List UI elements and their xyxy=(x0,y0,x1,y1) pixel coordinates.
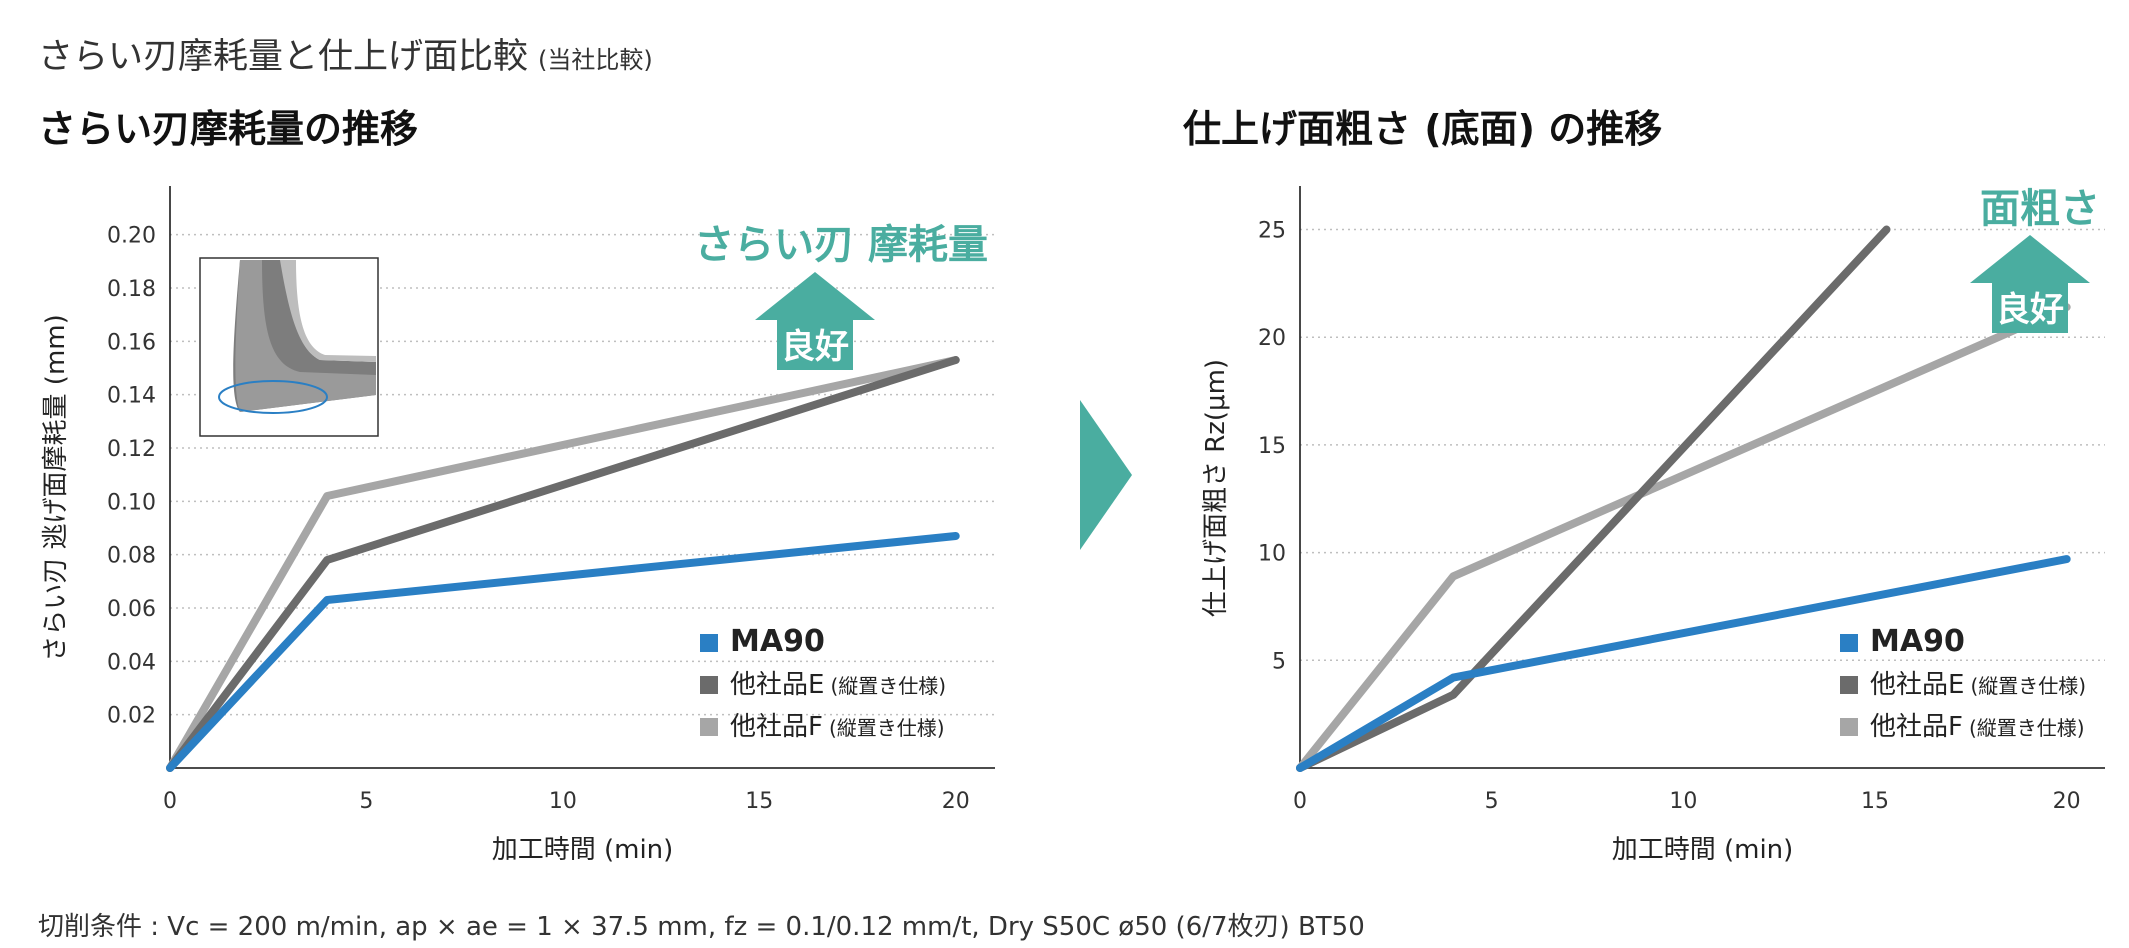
y-axis-label: 仕上げ面粗さ Rz(μm) xyxy=(1201,359,1231,617)
x-tick-label: 10 xyxy=(549,789,577,814)
x-tick-label: 15 xyxy=(745,789,773,814)
y-tick-label: 15 xyxy=(1258,434,1286,459)
legend-label: 他社品E (縦置き仕様) xyxy=(1870,670,2086,700)
wear-area-highlight xyxy=(218,380,328,414)
tool-wear-photo xyxy=(199,257,379,437)
legend-label: MA90 xyxy=(1870,624,1965,659)
y-tick-label: 25 xyxy=(1258,219,1286,244)
y-tick-label: 5 xyxy=(1272,649,1286,674)
annotation-label: 面粗さ xyxy=(1980,186,2100,232)
improvement-arrow-icon xyxy=(1970,235,2090,333)
y-tick-label: 10 xyxy=(1258,542,1286,567)
x-tick-label: 5 xyxy=(359,789,373,814)
legend-label: MA90 xyxy=(730,624,825,659)
y-axis-label: さらい刃 逃げ面摩耗量 (mm) xyxy=(41,314,71,661)
improvement-arrow-icon xyxy=(755,272,875,370)
y-tick-label: 0.12 xyxy=(107,437,156,462)
series-line-ma90 xyxy=(166,532,960,772)
x-axis-label: 加工時間 (min) xyxy=(492,835,674,865)
x-tick-label: 10 xyxy=(1669,789,1697,814)
page-title: さらい刃摩耗量と仕上げ面比較 (当社比較) xyxy=(38,28,653,79)
series-line-company-e xyxy=(1296,225,1891,772)
x-axis-label: 加工時間 (min) xyxy=(1612,835,1794,865)
x-tick-label: 20 xyxy=(2053,789,2081,814)
arrow-label: 良好 xyxy=(1996,290,2064,330)
page-subtitle: (当社比較) xyxy=(538,46,653,74)
roughness-chart: 5 10 15 20 25 0 5 10 15 20 加工時間 (min) 仕上げ面粗さ Rz(μm)… xyxy=(1201,186,2105,865)
y-tick-label: 0.14 xyxy=(107,384,156,409)
legend-swatch xyxy=(1840,634,1858,652)
y-tick-label: 20 xyxy=(1258,326,1286,351)
series-line-company-f xyxy=(166,356,960,772)
y-tick-label: 0.04 xyxy=(107,650,156,675)
x-tick-label: 0 xyxy=(1293,789,1307,814)
legend-label: 他社品F (縦置き仕様) xyxy=(730,712,945,742)
x-tick-label: 20 xyxy=(942,789,970,814)
legend-label: 他社品F (縦置き仕様) xyxy=(1870,712,2085,742)
annotation-label: さらい刃 摩耗量 xyxy=(694,222,988,268)
legend-swatch xyxy=(700,634,718,652)
y-tick-label: 0.16 xyxy=(107,330,156,355)
page-title-text: さらい刃摩耗量と仕上げ面比較 xyxy=(38,37,529,77)
x-tick-label: 5 xyxy=(1485,789,1499,814)
x-tick-label: 15 xyxy=(1861,789,1889,814)
y-tick-label: 0.10 xyxy=(107,490,156,515)
y-tick-label: 0.02 xyxy=(107,704,156,729)
y-tick-label: 0.06 xyxy=(107,597,156,622)
y-tick-label: 0.18 xyxy=(107,277,156,302)
cutting-conditions: 切削条件 : Vc = 200 m/min, ap × ae = 1 × 37.… xyxy=(38,912,1365,942)
chart-title-wear: さらい刃摩耗量の推移 xyxy=(38,107,419,151)
series-line-ma90 xyxy=(1296,555,2071,772)
wear-chart: 0.02 0.04 0.06 0.08 0.10 0.12 0.14 0.16 0.18 0.20… xyxy=(41,186,995,865)
arrow-label: 良好 xyxy=(781,327,849,367)
legend-swatch xyxy=(700,676,718,694)
legend-swatch xyxy=(700,718,718,736)
y-tick-label: 0.20 xyxy=(107,224,156,249)
series-line-company-e xyxy=(166,356,960,772)
legend-swatch xyxy=(1840,676,1858,694)
legend-swatch xyxy=(1840,718,1858,736)
transition-arrow-icon xyxy=(1080,400,1132,550)
x-tick-label: 0 xyxy=(163,789,177,814)
series-line-company-f xyxy=(1296,303,2071,772)
legend-label: 他社品E (縦置き仕様) xyxy=(730,670,946,700)
y-tick-label: 0.08 xyxy=(107,544,156,569)
chart-title-roughness: 仕上げ面粗さ (底面) の推移 xyxy=(1183,107,1663,151)
